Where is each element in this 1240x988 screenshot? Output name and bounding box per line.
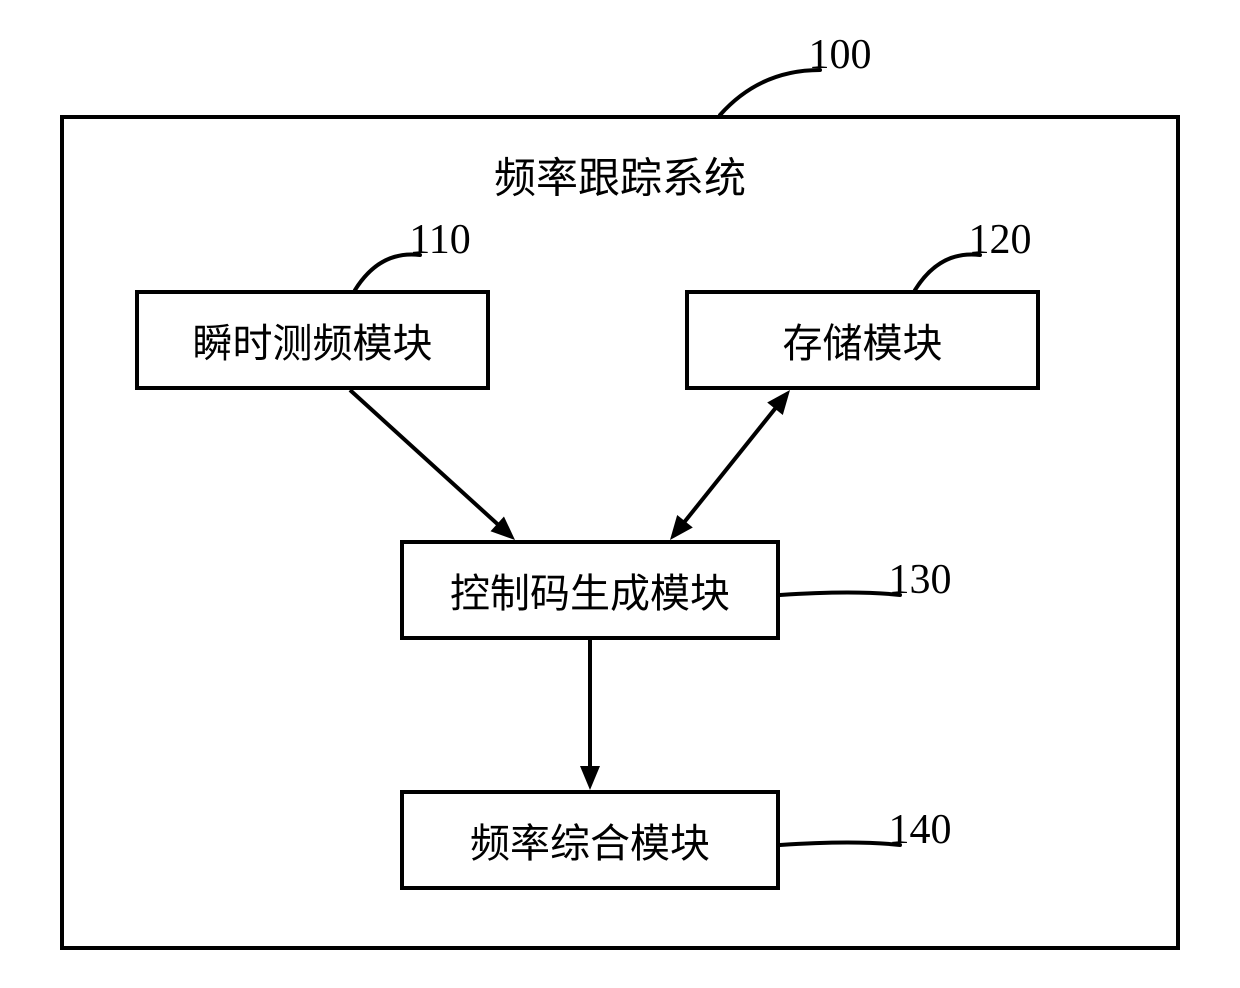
reference-label-110: 110 <box>409 216 470 264</box>
reference-label-130: 130 <box>889 556 952 604</box>
module-label: 存储模块 <box>783 311 943 369</box>
module-label: 控制码生成模块 <box>450 561 730 619</box>
reference-label-100: 100 <box>809 31 872 79</box>
module-frequency-synthesis: 频率综合模块 <box>400 790 780 890</box>
module-storage: 存储模块 <box>685 290 1040 390</box>
module-instant-frequency-measurement: 瞬时测频模块 <box>135 290 490 390</box>
system-title: 频率跟踪系统 <box>494 145 746 206</box>
module-label: 瞬时测频模块 <box>193 311 433 369</box>
module-label: 频率综合模块 <box>470 811 710 869</box>
module-control-code-generation: 控制码生成模块 <box>400 540 780 640</box>
reference-label-140: 140 <box>889 806 952 854</box>
reference-label-120: 120 <box>969 216 1032 264</box>
